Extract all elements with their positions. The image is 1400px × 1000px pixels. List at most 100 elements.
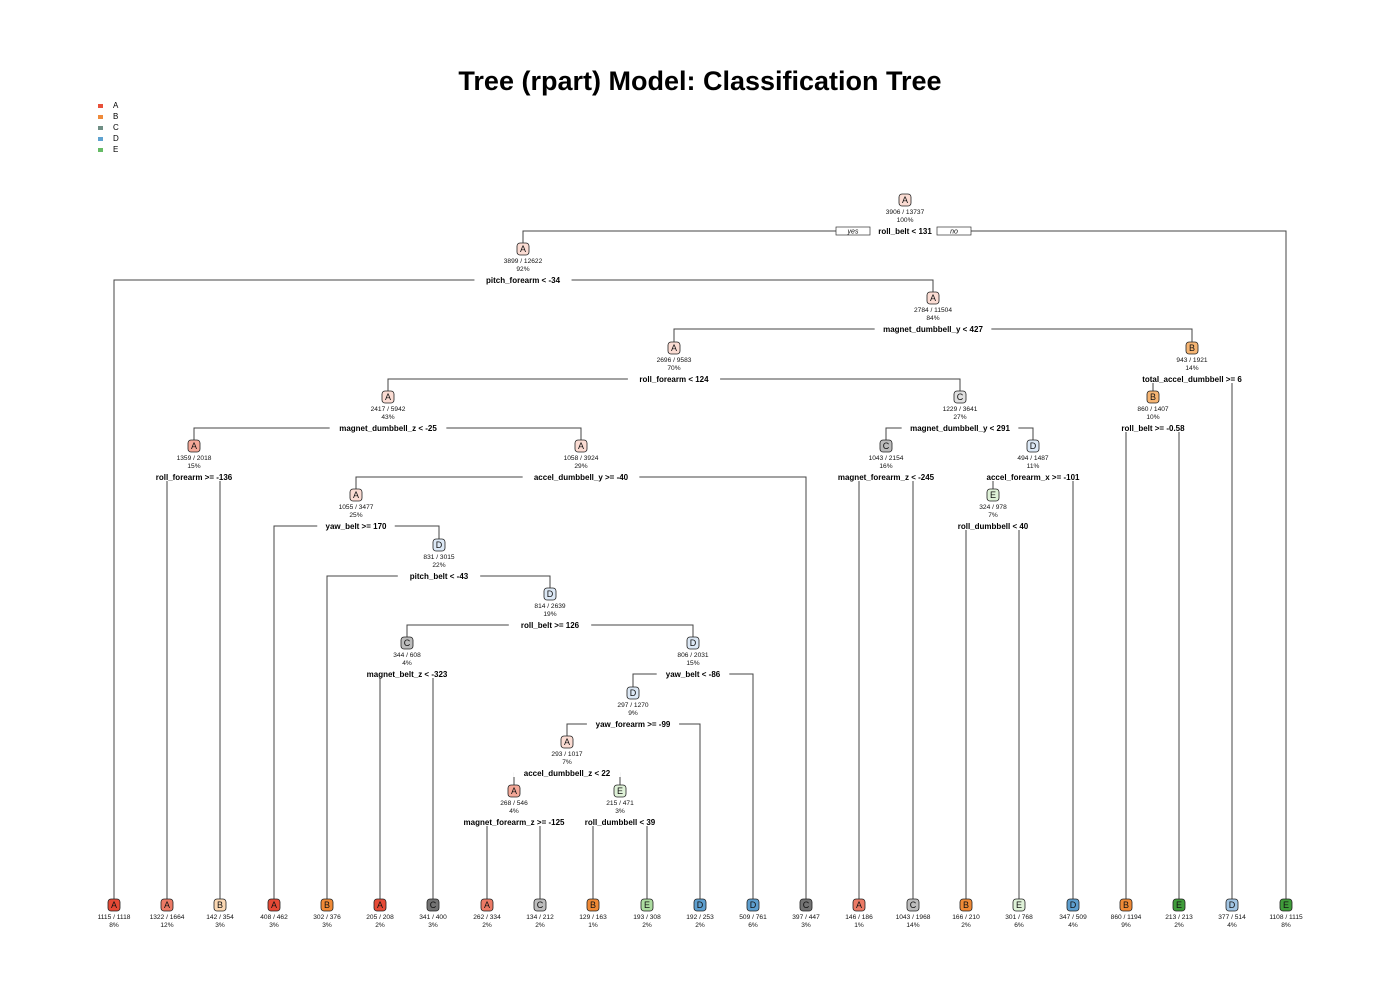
split-label: magnet_dumbbell_y < 427 xyxy=(883,325,983,334)
node-counts: 860 / 1407 xyxy=(1137,406,1168,413)
node-counts: 293 / 1017 xyxy=(551,751,582,758)
node-box xyxy=(959,898,973,912)
edge-branch xyxy=(858,476,914,899)
node-counts: 1055 / 3477 xyxy=(339,504,374,511)
edge-branch xyxy=(486,821,541,899)
node-counts: 1043 / 2154 xyxy=(869,455,904,462)
node-class: C xyxy=(883,441,890,451)
node-percent: 4% xyxy=(509,808,519,815)
node-class: A xyxy=(111,900,117,910)
node-percent: 25% xyxy=(349,512,362,519)
node-counts: 1108 / 1115 xyxy=(1269,914,1303,921)
no-box xyxy=(936,226,972,236)
split-label: roll_forearm >= -136 xyxy=(156,473,233,482)
split-label: accel_dumbbell_y >= -40 xyxy=(534,473,629,482)
split-label: magnet_forearm_z >= -125 xyxy=(464,818,565,827)
node-class: A xyxy=(902,195,908,205)
edge-branch xyxy=(592,821,648,899)
split-label: roll_belt >= -0.58 xyxy=(1121,424,1185,433)
node-counts: 860 / 1194 xyxy=(1111,914,1142,921)
node-box xyxy=(574,439,588,453)
split-label-bg xyxy=(874,323,992,333)
node-class: A xyxy=(164,900,170,910)
node-counts: 297 / 1270 xyxy=(617,702,648,709)
node-class: B xyxy=(1123,900,1129,910)
split-label-bg xyxy=(1106,422,1200,432)
node-percent: 3% xyxy=(801,922,811,929)
node-percent: 19% xyxy=(543,611,556,618)
node-class: A xyxy=(511,786,517,796)
split-label-bg xyxy=(586,718,680,728)
node-box xyxy=(746,898,760,912)
split-label: magnet_forearm_z < -245 xyxy=(838,473,935,482)
node-class: D xyxy=(436,540,443,550)
node-class: C xyxy=(957,392,964,402)
node-box xyxy=(1146,390,1160,404)
legend-label: C xyxy=(113,123,119,132)
edge-branch xyxy=(566,723,701,899)
node-percent: 27% xyxy=(953,414,966,421)
node-counts: 262 / 334 xyxy=(473,914,501,921)
split-label-bg xyxy=(329,422,447,432)
split-label-bg xyxy=(522,471,640,481)
node-class: D xyxy=(1229,900,1236,910)
node-counts: 3906 / 13737 xyxy=(886,209,925,216)
node-box xyxy=(852,898,866,912)
node-percent: 15% xyxy=(686,660,699,667)
legend-swatch xyxy=(98,136,103,141)
node-class: B xyxy=(324,900,330,910)
node-class: D xyxy=(750,900,757,910)
split-label: pitch_forearm < -34 xyxy=(486,276,561,285)
node-counts: 142 / 354 xyxy=(206,914,234,921)
yes-box xyxy=(835,226,871,236)
node-box xyxy=(516,242,530,256)
node-counts: 341 / 400 xyxy=(419,914,447,921)
node-percent: 3% xyxy=(269,922,279,929)
legend-label: B xyxy=(113,112,119,121)
node-box xyxy=(1185,341,1199,355)
node-percent: 2% xyxy=(961,922,971,929)
legend-label: E xyxy=(113,145,119,154)
node-class: B xyxy=(963,900,969,910)
legend-label: D xyxy=(113,134,119,143)
node-box xyxy=(480,898,494,912)
split-label-bg xyxy=(974,471,1092,481)
edge-branch xyxy=(166,476,221,899)
split-label-bg xyxy=(508,619,592,629)
node-box xyxy=(898,193,912,207)
node-box xyxy=(1119,898,1133,912)
node-class: D xyxy=(1030,441,1037,451)
node-percent: 4% xyxy=(1068,922,1078,929)
node-class: A xyxy=(930,293,936,303)
node-counts: 814 / 2639 xyxy=(534,603,565,610)
node-counts: 943 / 1921 xyxy=(1176,357,1207,364)
node-box xyxy=(432,538,446,552)
legend-item-c: C xyxy=(98,122,119,133)
node-class: E xyxy=(1016,900,1022,910)
node-class: C xyxy=(803,900,810,910)
split-label: magnet_belt_z < -323 xyxy=(367,670,448,679)
node-counts: 397 / 447 xyxy=(792,914,820,921)
node-box xyxy=(906,898,920,912)
node-box xyxy=(879,439,893,453)
node-percent: 12% xyxy=(160,922,173,929)
node-box xyxy=(1172,898,1186,912)
node-percent: 1% xyxy=(588,922,598,929)
node-percent: 3% xyxy=(428,922,438,929)
